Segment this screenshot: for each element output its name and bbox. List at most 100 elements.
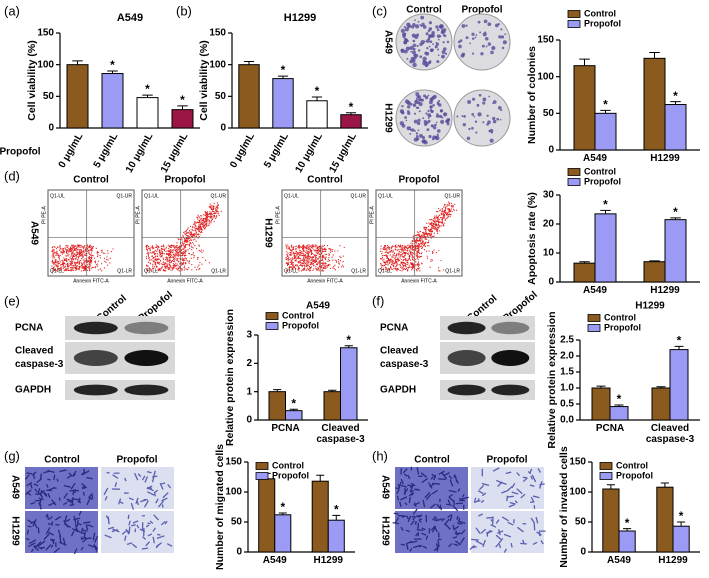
cell — [35, 541, 42, 548]
event — [292, 253, 294, 255]
event — [185, 243, 187, 246]
event — [77, 252, 79, 254]
event — [201, 231, 203, 233]
event — [419, 230, 422, 233]
cell — [427, 482, 433, 489]
event — [415, 248, 417, 250]
colony — [481, 44, 485, 48]
event — [152, 245, 154, 247]
cell — [155, 544, 160, 549]
event — [400, 246, 402, 248]
error-bar — [316, 474, 325, 482]
y-tick-label: 100 — [537, 71, 554, 82]
event — [198, 231, 200, 233]
event — [398, 253, 400, 255]
event — [403, 251, 405, 253]
event — [302, 269, 304, 271]
cell — [522, 476, 527, 479]
event — [159, 252, 161, 254]
event — [417, 265, 420, 267]
event — [165, 246, 167, 248]
cell — [130, 502, 135, 510]
x-tick-label: 10 μg/mL — [124, 131, 155, 175]
event — [424, 229, 427, 231]
event — [413, 259, 415, 261]
cell — [452, 524, 455, 530]
event — [391, 249, 393, 251]
cell — [520, 542, 527, 545]
event — [293, 246, 295, 248]
event — [389, 246, 391, 248]
event — [54, 251, 56, 253]
event — [315, 251, 317, 253]
cell — [62, 537, 66, 546]
event — [162, 263, 164, 265]
event — [172, 252, 174, 254]
event — [421, 241, 423, 243]
colony — [409, 45, 414, 51]
cell — [400, 484, 407, 488]
cell — [405, 529, 411, 533]
event — [410, 264, 412, 266]
event — [81, 264, 83, 266]
event — [285, 262, 287, 265]
event — [67, 251, 70, 253]
bar — [602, 488, 620, 553]
event — [430, 224, 433, 226]
cell — [88, 493, 93, 499]
event — [202, 250, 204, 252]
colony — [446, 122, 450, 126]
event — [154, 263, 156, 265]
event — [323, 264, 325, 266]
colony — [469, 42, 472, 45]
event — [418, 264, 420, 266]
event — [326, 266, 329, 268]
event — [409, 249, 411, 251]
event — [302, 260, 305, 263]
colony — [458, 44, 462, 49]
event — [78, 269, 80, 271]
event — [57, 254, 59, 256]
cell — [48, 501, 56, 507]
event — [155, 269, 157, 271]
colony — [411, 33, 416, 38]
legend-swatch — [567, 168, 581, 176]
bar — [573, 262, 596, 283]
event — [162, 248, 164, 250]
colony — [490, 131, 493, 134]
event — [165, 265, 167, 267]
event — [57, 246, 59, 248]
event — [303, 246, 305, 248]
event — [416, 252, 418, 254]
colony — [427, 94, 430, 97]
event — [334, 250, 336, 252]
cell — [396, 488, 400, 495]
event — [78, 260, 80, 262]
colony — [407, 105, 411, 109]
event — [188, 252, 190, 255]
event — [411, 245, 413, 247]
event — [71, 254, 73, 256]
colony — [439, 109, 444, 113]
event — [178, 249, 180, 251]
event — [59, 267, 61, 270]
bar — [573, 65, 596, 151]
event — [177, 260, 180, 263]
event — [68, 259, 70, 261]
event — [82, 250, 84, 252]
event — [322, 264, 324, 266]
cell — [139, 528, 146, 533]
event — [192, 223, 195, 225]
event — [161, 250, 163, 252]
event — [63, 250, 65, 253]
quadrant-label: Q1-LL — [144, 268, 158, 274]
event — [71, 269, 73, 271]
event — [67, 269, 69, 272]
event — [429, 233, 431, 236]
event — [414, 244, 417, 246]
cell — [63, 523, 71, 529]
event — [416, 270, 418, 272]
cell — [459, 522, 463, 525]
event — [421, 255, 423, 258]
